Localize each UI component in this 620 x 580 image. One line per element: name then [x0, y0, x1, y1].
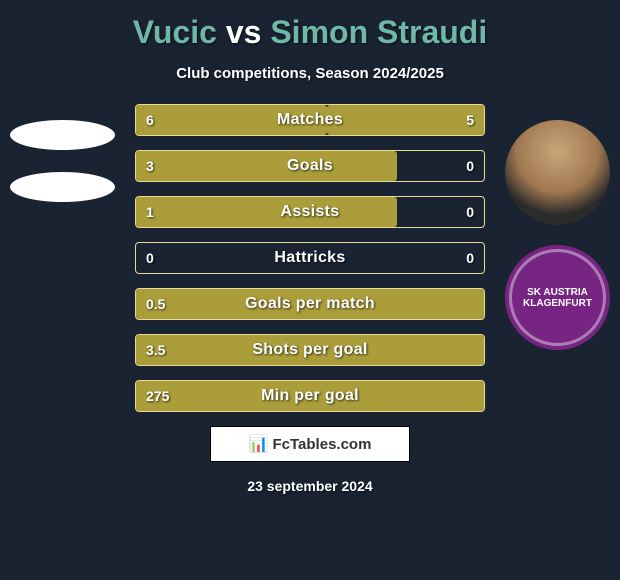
player2-avatar: [505, 120, 610, 225]
stat-label: Matches: [136, 105, 484, 135]
stat-row: Assists1 0: [135, 196, 485, 228]
stat-value-left: 0: [146, 243, 154, 273]
stat-value-right: 0: [466, 197, 474, 227]
chart-icon: 📊: [249, 434, 269, 454]
subtitle: Club competitions, Season 2024/2025: [0, 65, 620, 82]
date-text: 23 september 2024: [0, 478, 620, 494]
team1-logo: [10, 172, 115, 202]
stat-value-right: 0: [466, 243, 474, 273]
stats-bars: Matches65Goals30Assists10Hattricks00Goal…: [135, 104, 485, 412]
stat-value-left: 1: [146, 197, 154, 227]
stat-value-left: 275: [146, 381, 169, 411]
right-avatar-column: SK AUSTRIA KLAGENFURT: [505, 120, 610, 370]
stat-label: Min per goal: [136, 381, 484, 411]
stat-row: Hattricks0 0: [135, 242, 485, 274]
stat-label: Assists: [136, 197, 484, 227]
player1-name: Vucic: [133, 14, 217, 50]
team2-logo: SK AUSTRIA KLAGENFURT: [505, 245, 610, 350]
brand-text: FcTables.com: [273, 436, 372, 453]
stat-row: Shots per goal3.5: [135, 334, 485, 366]
brand-badge[interactable]: 📊 FcTables.com: [210, 426, 410, 462]
stat-value-right: 0: [466, 151, 474, 181]
stat-value-left: 0.5: [146, 289, 165, 319]
stat-row: Goals3 0: [135, 150, 485, 182]
stat-row: Matches6 5: [135, 104, 485, 136]
stat-value-left: 3: [146, 151, 154, 181]
stat-row: Min per goal275: [135, 380, 485, 412]
player2-name: Simon Straudi: [270, 14, 487, 50]
stat-value-left: 6: [146, 105, 154, 135]
left-avatar-column: [10, 120, 115, 222]
page-title: Vucic vs Simon Straudi: [0, 14, 620, 51]
team2-logo-text: SK AUSTRIA KLAGENFURT: [505, 287, 610, 309]
stat-label: Hattricks: [136, 243, 484, 273]
stat-row: Goals per match0.5: [135, 288, 485, 320]
vs-text: vs: [226, 14, 270, 50]
stat-label: Goals: [136, 151, 484, 181]
stat-value-right: 5: [466, 105, 474, 135]
stat-value-left: 3.5: [146, 335, 165, 365]
player1-avatar: [10, 120, 115, 150]
comparison-card: Vucic vs Simon Straudi Club competitions…: [0, 0, 620, 580]
stat-label: Goals per match: [136, 289, 484, 319]
stat-label: Shots per goal: [136, 335, 484, 365]
